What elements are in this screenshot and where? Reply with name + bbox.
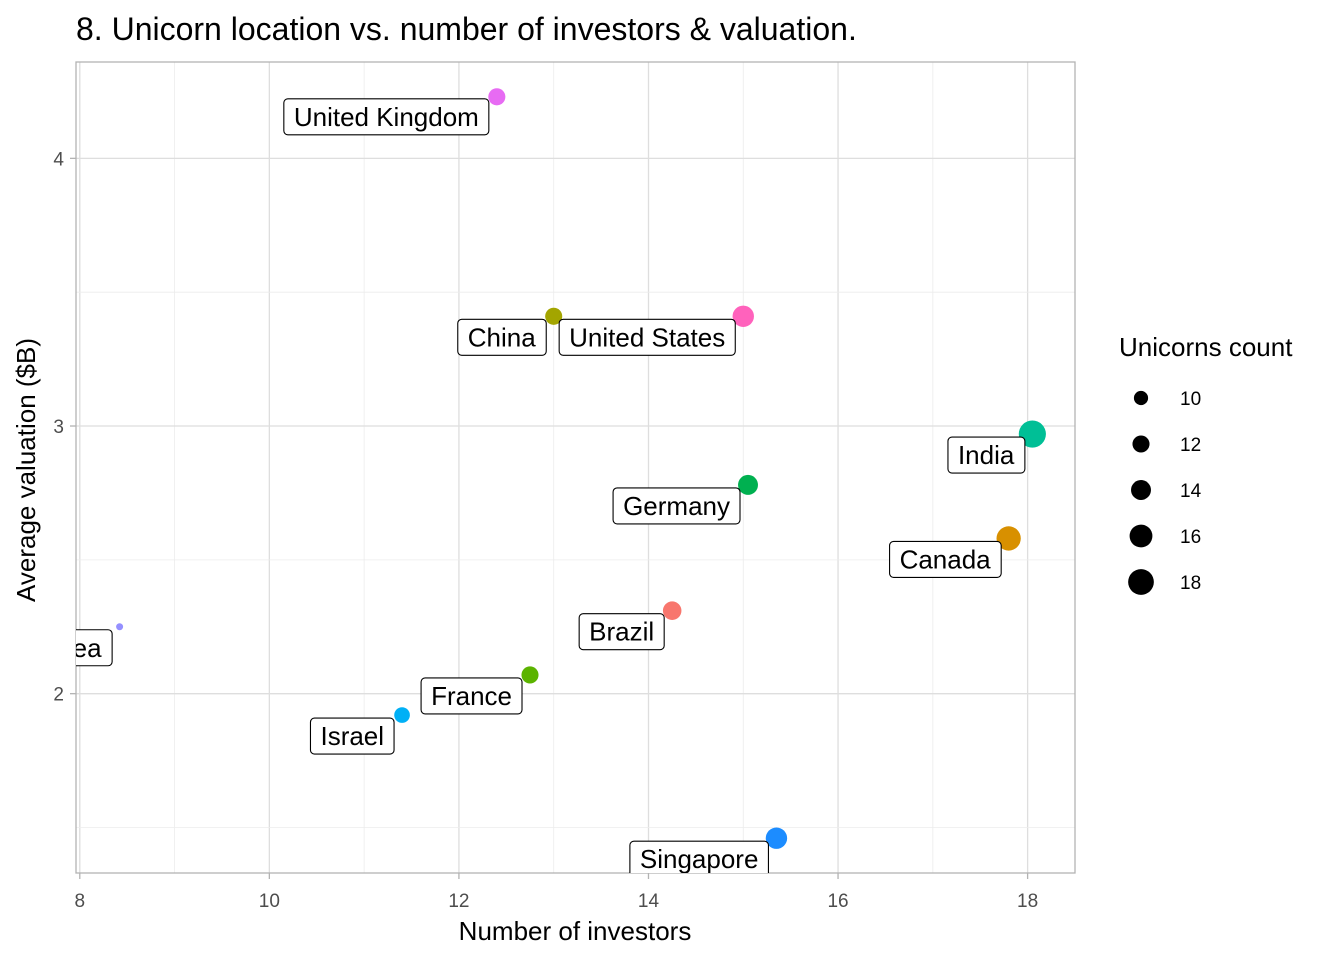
data-label: Israel xyxy=(309,717,395,755)
data-label: India xyxy=(947,436,1026,474)
data-label-text: Germany xyxy=(623,491,730,521)
x-tick-label: 12 xyxy=(448,891,469,912)
data-label-box xyxy=(457,318,547,356)
legend-key xyxy=(1128,569,1154,595)
legend-label: 12 xyxy=(1180,435,1201,456)
data-point xyxy=(521,666,539,684)
data-label-text: Korea xyxy=(32,633,102,663)
x-tick-label: 16 xyxy=(827,891,848,912)
data-label: Korea xyxy=(32,629,113,667)
data-label-box xyxy=(612,487,741,525)
data-label-box xyxy=(283,98,490,136)
data-point xyxy=(1018,420,1046,448)
chart-title: 8. Unicorn location vs. number of invest… xyxy=(76,11,857,47)
data-label-text: Brazil xyxy=(589,617,654,647)
data-label: United Kingdom xyxy=(283,98,490,136)
data-label-box xyxy=(309,717,395,755)
panel-border xyxy=(75,61,1076,874)
x-axis-title: Number of investors xyxy=(459,916,692,946)
data-point xyxy=(732,305,754,327)
data-label-text: China xyxy=(468,322,536,352)
data-labels: United Kingdom China United States India Ger… xyxy=(32,98,1026,874)
legend: Unicorns count 10 12 14 16 18 xyxy=(1119,332,1293,595)
data-label-text: United States xyxy=(569,322,725,352)
data-label: Canada xyxy=(889,540,1002,578)
data-label-box xyxy=(889,540,1002,578)
legend-label: 10 xyxy=(1180,389,1201,410)
y-tick-label: 4 xyxy=(53,149,64,170)
data-label-box xyxy=(76,629,113,667)
y-tick-label: 2 xyxy=(53,685,64,706)
data-point xyxy=(545,307,563,325)
data-point xyxy=(738,474,758,495)
legend-label: 14 xyxy=(1180,481,1202,502)
data-label-text: France xyxy=(431,681,512,711)
x-tick-label: 14 xyxy=(638,891,660,912)
x-tick-label: 10 xyxy=(259,891,280,912)
data-label-text: Singapore xyxy=(640,844,759,874)
data-point xyxy=(765,827,788,849)
data-point xyxy=(488,88,506,106)
y-axis-title: Average valuation ($B) xyxy=(11,338,41,602)
data-label-box xyxy=(578,613,665,651)
data-label: Brazil xyxy=(578,613,665,651)
y-tick-label: 3 xyxy=(53,417,64,438)
legend-key xyxy=(1133,390,1149,406)
legend-key xyxy=(1131,480,1151,500)
data-label-text: India xyxy=(958,440,1015,470)
data-label-text: Israel xyxy=(320,721,384,751)
data-label: United States xyxy=(558,318,736,356)
data-label-text: Canada xyxy=(900,544,992,574)
legend-key xyxy=(1129,524,1153,548)
axes: 8 10 12 14 16 18 2 3 4 xyxy=(53,149,1038,912)
data-point xyxy=(996,526,1021,551)
legend-label: 16 xyxy=(1180,527,1201,548)
data-label-box xyxy=(629,840,769,873)
data-label-box xyxy=(947,436,1026,474)
x-tick-label: 8 xyxy=(75,891,86,912)
legend-title: Unicorns count xyxy=(1119,332,1293,362)
grid xyxy=(76,62,1075,873)
data-label: Singapore xyxy=(629,840,769,874)
x-tick-label: 18 xyxy=(1017,891,1038,912)
data-label: China xyxy=(457,318,547,356)
legend-key xyxy=(1132,435,1150,453)
data-label-box xyxy=(420,677,523,715)
data-point xyxy=(662,601,682,620)
data-label-text: United Kingdom xyxy=(294,102,479,132)
data-points xyxy=(116,88,1046,849)
data-point xyxy=(116,623,124,631)
data-label-box xyxy=(558,318,736,356)
data-label: France xyxy=(420,677,523,715)
legend-label: 18 xyxy=(1180,573,1201,594)
data-label: Germany xyxy=(612,487,741,525)
data-point xyxy=(394,707,410,723)
